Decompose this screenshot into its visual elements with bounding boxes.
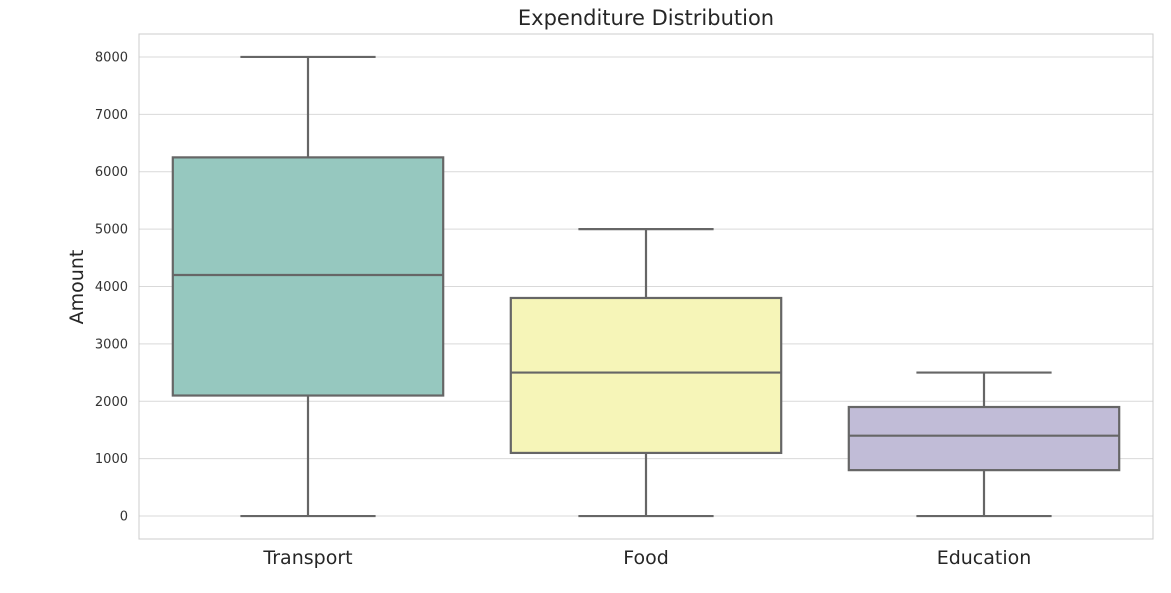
boxes [171,55,1121,518]
x-tick-label: Transport [262,547,352,569]
iqr-box [847,405,1121,472]
plot-area [138,33,1154,540]
chart-title: Expenditure Distribution [518,6,774,30]
y-tick-label: 7000 [95,108,128,123]
y-tick-label: 2000 [95,395,128,410]
box-food [509,228,783,518]
x-tick-label: Food [623,547,669,569]
y-tick-label: 8000 [95,50,128,65]
y-tick-label: 6000 [95,165,128,180]
x-tick-label: Education [937,547,1032,569]
y-tick-label: 4000 [95,280,128,295]
iqr-box [509,296,783,455]
y-tick-label: 1000 [95,452,128,467]
y-tick-label: 0 [120,510,128,525]
x-axis-ticks: Transport Food Education [262,547,1031,569]
box-transport [171,55,445,518]
y-axis-title: Amount [66,250,88,325]
box-education [847,371,1121,518]
y-axis-ticks: 0 1000 2000 3000 4000 5000 6000 7000 8000 [95,50,128,524]
y-tick-label: 5000 [95,223,128,238]
y-tick-label: 3000 [95,337,128,352]
iqr-box [171,156,445,397]
